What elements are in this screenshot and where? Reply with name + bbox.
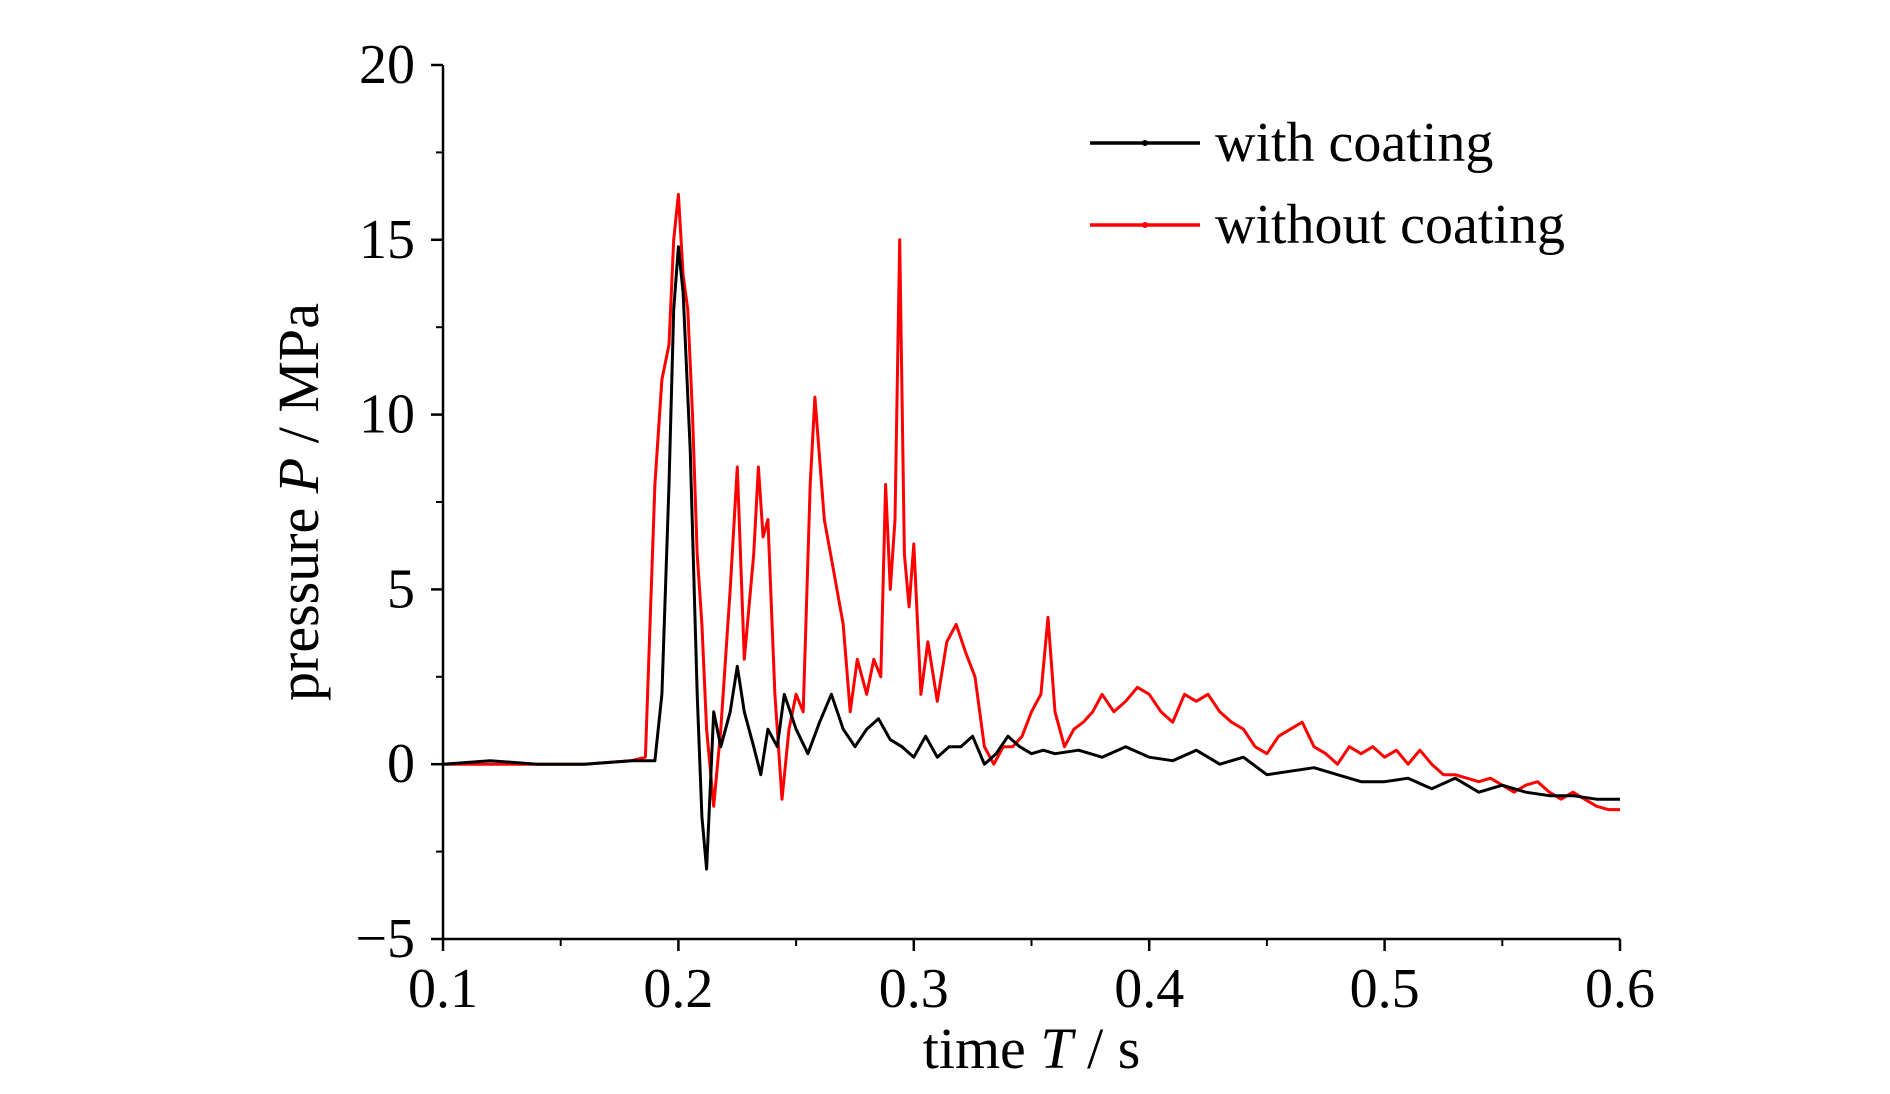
x-tick-label: 0.6: [1585, 958, 1655, 1020]
y-axis-title-symbol: P: [266, 458, 331, 494]
x-axis-title: time T / s: [923, 1016, 1141, 1081]
series-line-with-coating: [442, 245, 1620, 871]
y-tick-label: 10: [359, 384, 415, 446]
y-axis-title-suffix: / MPa: [266, 303, 331, 458]
x-tick-labels: 0.1 0.2 0.3 0.4 0.5 0.6: [408, 958, 1655, 1020]
y-tick-label: 20: [359, 34, 415, 96]
legend-label-without-coating: without coating: [1215, 194, 1565, 256]
y-axis-title-prefix: pressure: [266, 493, 331, 701]
legend-label-with-coating: with coating: [1215, 112, 1493, 174]
y-tick-label: −5: [355, 908, 415, 970]
y-tick-label: 15: [359, 209, 415, 271]
x-axis-title-prefix: time: [923, 1016, 1041, 1081]
y-axis-title: pressure P / MPa: [266, 303, 331, 701]
x-axis-title-symbol: T: [1040, 1016, 1076, 1081]
legend: with coating without coating: [1090, 112, 1565, 256]
x-tick-label: 0.1: [408, 958, 478, 1020]
x-tick-label: 0.4: [1114, 958, 1184, 1020]
x-tick-label: 0.2: [643, 958, 713, 1020]
y-tick-label: 5: [387, 558, 415, 620]
series-line-without-coating: [443, 192, 1620, 812]
y-tick-label: 0: [387, 733, 415, 795]
ticks: [431, 63, 1622, 951]
legend-marker-with-coating: [1142, 140, 1148, 146]
legend-marker-without-coating: [1142, 222, 1148, 228]
x-tick-label: 0.5: [1350, 958, 1420, 1020]
x-axis-title-suffix: / s: [1073, 1016, 1141, 1081]
y-tick-labels: −5 0 5 10 15 20: [355, 34, 415, 970]
series-layer: [442, 192, 1620, 871]
x-tick-label: 0.3: [879, 958, 949, 1020]
